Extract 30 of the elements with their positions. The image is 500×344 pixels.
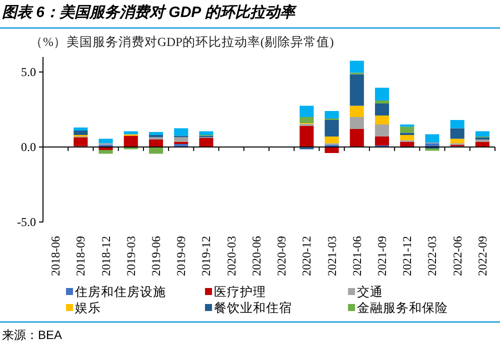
x-tick-label: 2020-03 xyxy=(224,236,238,276)
x-tick-label: 2019-12 xyxy=(199,236,214,276)
y-tick-label: 0.0 xyxy=(21,140,36,154)
legend-label: 餐饮业和住宿 xyxy=(214,300,292,315)
legend-label: 医疗护理 xyxy=(214,285,266,299)
x-tick-label: 2020-12 xyxy=(300,236,314,276)
legend-label: 金融服务和保险 xyxy=(357,301,448,315)
x-tick-label: 2022-09 xyxy=(475,236,490,276)
legend-label: 娱乐 xyxy=(75,301,101,315)
x-tick-label: 2018-09 xyxy=(74,236,88,276)
x-tick-label: 2018-12 xyxy=(98,236,113,276)
x-tick-label: 2018-06 xyxy=(48,236,63,276)
chart-subtitle: （%）美国服务消费对GDP的环比拉动率(剔除异常值) xyxy=(30,34,334,49)
x-tick-label: 2021-03 xyxy=(324,236,339,276)
x-tick-label: 2019-06 xyxy=(149,236,163,276)
x-tick-label: 2020-06 xyxy=(249,236,264,276)
source-note: 来源：BEA xyxy=(2,328,62,342)
y-tick-label: 5.0 xyxy=(21,65,36,79)
x-tick-label: 2020-09 xyxy=(274,236,289,276)
x-tick-label: 2021-09 xyxy=(375,236,389,276)
x-tick-label: 2019-03 xyxy=(124,236,138,276)
x-tick-label: 2022-03 xyxy=(425,236,440,276)
x-tick-label: 2021-12 xyxy=(400,236,414,276)
x-tick-label: 2022-06 xyxy=(450,236,464,276)
legend-label: 交通 xyxy=(357,284,383,299)
x-tick-label: 2021-06 xyxy=(350,236,364,276)
x-tick-label: 2019-09 xyxy=(174,236,188,276)
y-tick-label: -5.0 xyxy=(17,215,36,229)
chart-title: 图表 6：美国服务消费对 GDP 的环比拉动率 xyxy=(2,3,297,21)
legend-label: 住房和住房设施 xyxy=(74,284,166,299)
